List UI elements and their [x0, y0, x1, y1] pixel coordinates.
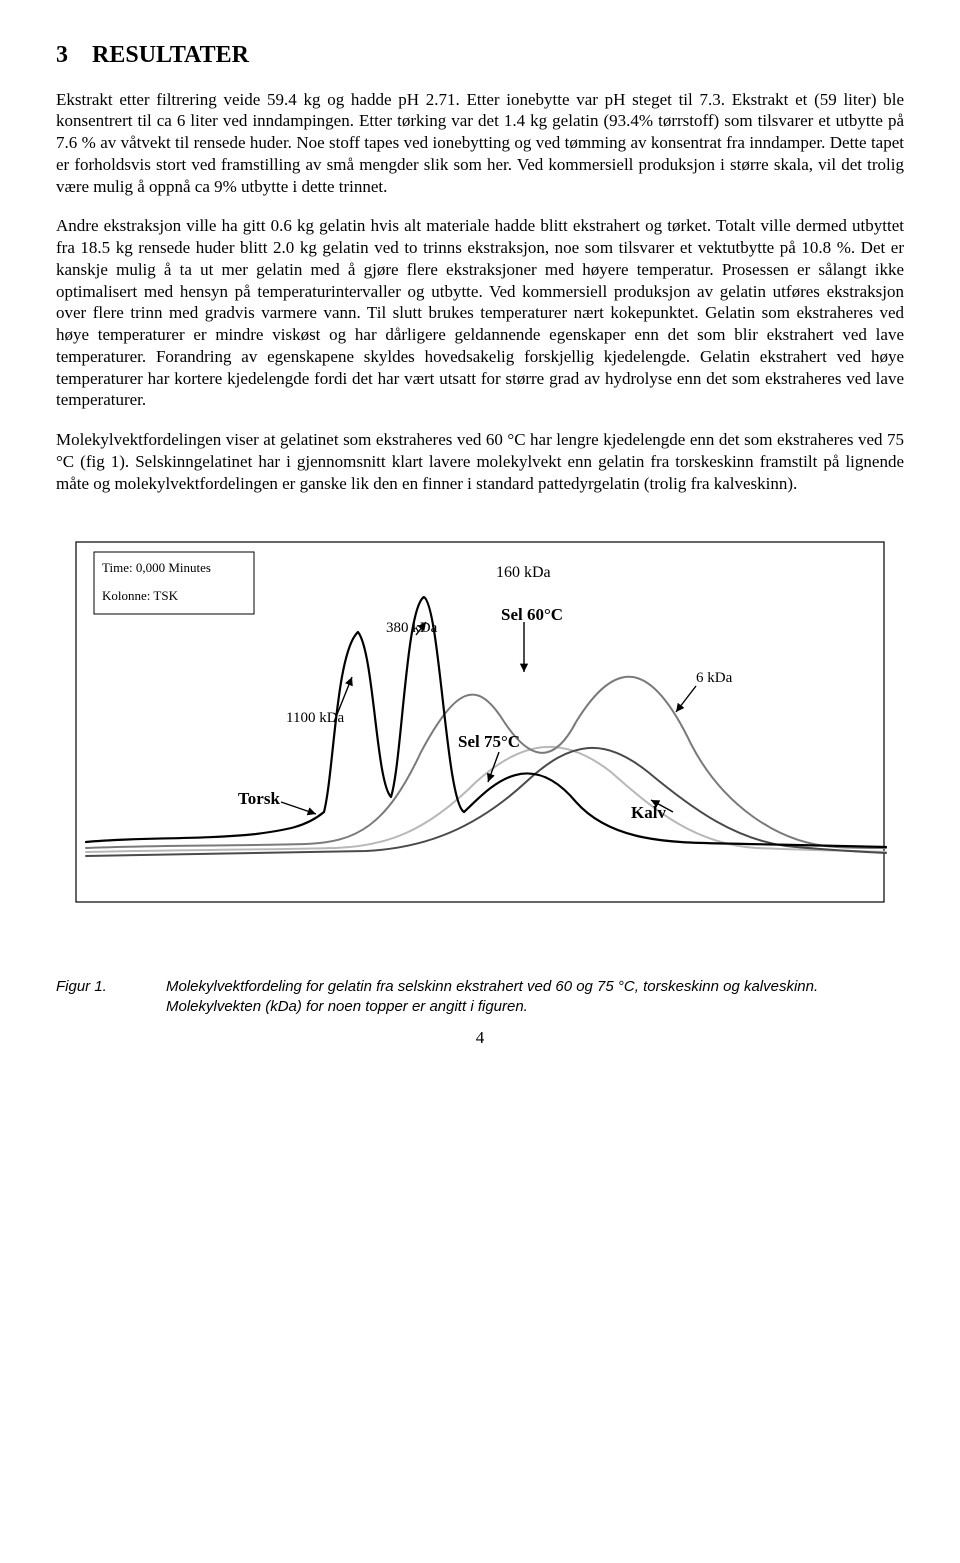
chromatogram-svg: Time: 0,000 Minutes Kolonne: TSK 160 kDa 38… — [56, 512, 904, 932]
svg-text:Torsk: Torsk — [238, 789, 280, 808]
svg-text:Kalv: Kalv — [631, 803, 666, 822]
svg-text:380 kDa: 380 kDa — [386, 620, 438, 636]
body-paragraph-1: Ekstrakt etter filtrering veide 59.4 kg … — [56, 89, 904, 198]
section-title: RESULTATER — [92, 42, 249, 68]
figure-caption: Figur 1. Molekylvektfordeling for gelati… — [56, 977, 904, 1018]
svg-text:160 kDa: 160 kDa — [496, 564, 551, 581]
page-number: 4 — [56, 1027, 904, 1049]
section-heading: 3 RESULTATER — [56, 40, 904, 71]
figure-caption-text: Molekylvektfordeling for gelatin fra sel… — [166, 977, 904, 1018]
svg-text:Kolonne: TSK: Kolonne: TSK — [102, 588, 179, 603]
svg-text:Sel 60°C: Sel 60°C — [501, 605, 563, 624]
svg-text:Sel 75°C: Sel 75°C — [458, 732, 520, 751]
svg-text:6 kDa: 6 kDa — [696, 670, 733, 686]
figure-1: Time: 0,000 Minutes Kolonne: TSK 160 kDa 38… — [56, 512, 904, 938]
figure-caption-label: Figur 1. — [56, 977, 166, 1018]
body-paragraph-3: Molekylvektfordelingen viser at gelatine… — [56, 429, 904, 494]
svg-text:1100 kDa: 1100 kDa — [286, 710, 345, 726]
svg-text:Time: 0,000 Minutes: Time: 0,000 Minutes — [102, 560, 211, 575]
section-number: 3 — [56, 42, 68, 68]
body-paragraph-2: Andre ekstraksjon ville ha gitt 0.6 kg g… — [56, 215, 904, 411]
